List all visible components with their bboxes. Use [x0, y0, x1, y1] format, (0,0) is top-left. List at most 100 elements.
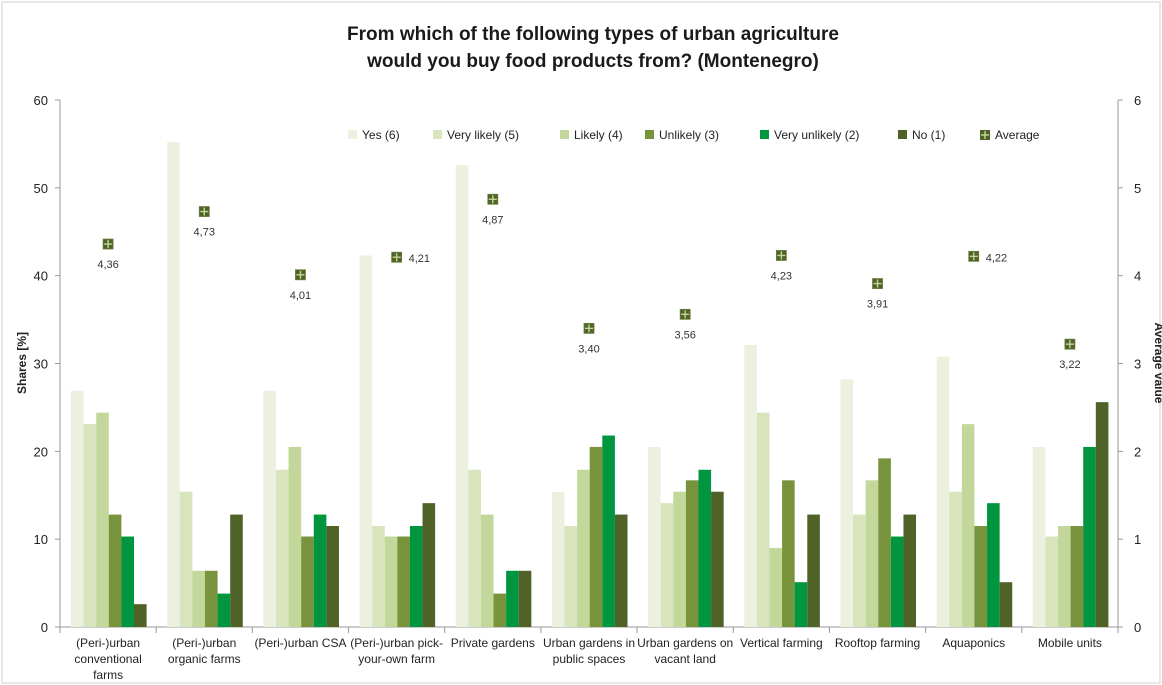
legend-swatch [348, 130, 357, 139]
y2-tick-label: 6 [1134, 93, 1141, 108]
y-tick-label: 0 [41, 620, 48, 635]
x-tick-label: farms [93, 668, 123, 682]
y-tick-label: 10 [34, 532, 48, 547]
bar [756, 412, 770, 627]
bar [602, 435, 615, 627]
bar [359, 255, 373, 627]
bar [936, 356, 950, 627]
bar [1095, 402, 1109, 627]
bar [577, 469, 590, 627]
average-label: 4,01 [290, 290, 311, 302]
legend-label: Likely (4) [574, 128, 623, 142]
average-marker [968, 250, 980, 262]
chart-title-line-2: would you buy food products from? (Monte… [366, 51, 819, 72]
legend-swatch [760, 130, 769, 139]
bar [903, 514, 917, 627]
bar [372, 525, 385, 627]
y-tick-label: 20 [34, 444, 48, 459]
bar [83, 424, 97, 627]
bar [108, 514, 122, 627]
x-tick-label: (Peri-)urban [172, 636, 236, 650]
legend-swatch [645, 130, 654, 139]
legend-item-average: Average [980, 128, 1040, 142]
x-tick-label: Vertical farming [740, 636, 823, 650]
bar [865, 480, 879, 627]
bar [409, 525, 423, 627]
bar [807, 514, 820, 627]
bar [397, 536, 410, 627]
bar [288, 446, 302, 627]
bar [853, 514, 866, 627]
legend-label: No (1) [912, 128, 945, 142]
bar [263, 390, 276, 627]
average-marker [679, 308, 691, 320]
x-tick-label: Private gardens [451, 636, 535, 650]
x-tick-label: (Peri-)urban [76, 636, 140, 650]
bar [840, 379, 854, 627]
bar [217, 593, 231, 627]
x-tick-label: (Peri-)urban CSA [254, 636, 346, 650]
bar [96, 412, 109, 627]
average-marker [295, 269, 306, 281]
bar [301, 536, 314, 627]
legend-label: Unlikely (3) [659, 128, 719, 142]
x-tick-label: Rooftop farming [835, 636, 920, 650]
x-tick-label: public spaces [553, 652, 626, 666]
bar [384, 536, 398, 627]
bar [468, 469, 481, 627]
bar [204, 570, 218, 627]
bar [326, 525, 339, 627]
bar [744, 345, 757, 627]
plot-area: 0 10 20 30 40 50 60 0 1 2 3 4 5 6 (Peri-)urban conventi… [34, 93, 1142, 682]
y2-tick-label: 0 [1134, 620, 1141, 635]
bar [1083, 446, 1096, 627]
x-tick-label: Urban gardens in [543, 636, 635, 650]
chart-title-line-1: From which of the following types of urb… [347, 24, 839, 45]
x-tick-label: Aquaponics [942, 636, 1005, 650]
average-label: 3,91 [867, 299, 888, 311]
legend-label: Very unlikely (2) [774, 128, 859, 142]
bar [999, 582, 1013, 627]
average-marker [102, 238, 114, 250]
average-label: 4,87 [482, 214, 503, 226]
y-tick-label: 40 [34, 269, 48, 284]
average-label: 4,36 [97, 259, 118, 271]
average-marker [872, 278, 883, 289]
x-tick-label: conventional [74, 652, 141, 666]
average-label: 3,56 [674, 329, 695, 341]
bar [506, 570, 519, 627]
y2-tick-label: 1 [1134, 532, 1141, 547]
legend-swatch [560, 130, 569, 139]
x-tick-label: vacant land [654, 652, 715, 666]
average-marker [487, 193, 499, 205]
bar [230, 514, 243, 627]
legend-swatch [898, 130, 907, 139]
y-tick-label: 50 [34, 181, 48, 196]
legend: Yes (6) Very likely (5) Likely (4) Unlikely… [348, 128, 1040, 142]
bar [660, 503, 674, 627]
y2-tick-label: 5 [1134, 181, 1141, 196]
bar [1070, 525, 1084, 627]
average-marker [583, 322, 595, 334]
bar [192, 570, 205, 627]
bar [782, 480, 795, 627]
bar [275, 469, 289, 627]
bar [455, 164, 469, 627]
bar [974, 525, 988, 627]
y-tick-label: 60 [34, 93, 48, 108]
bar [480, 514, 494, 627]
x-tick-label: (Peri-)urban pick- [350, 636, 443, 650]
average-label: 4,23 [771, 270, 792, 282]
average-marker [198, 206, 210, 217]
bar [698, 469, 712, 627]
legend-label: Average [995, 128, 1040, 142]
bar [167, 142, 180, 627]
y-tick-label: 30 [34, 357, 48, 372]
x-tick-label: your-own farm [358, 652, 435, 666]
bar [1058, 525, 1071, 627]
legend-label: Very likely (5) [447, 128, 519, 142]
average-marker [1064, 338, 1076, 350]
legend-item: No (1) [898, 128, 945, 142]
average-label: 4,21 [409, 253, 430, 265]
